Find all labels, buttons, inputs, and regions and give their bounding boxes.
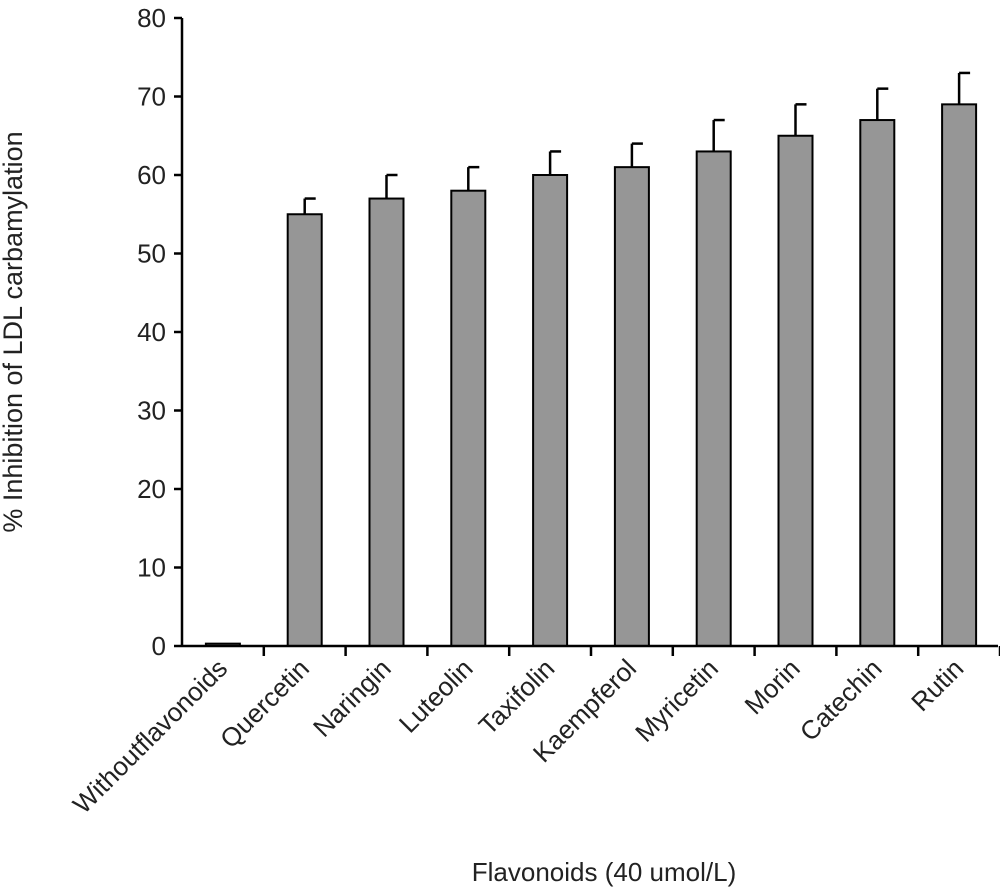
y-ticks-group: 0 10 20 30 40 50 60 70 80 bbox=[137, 3, 182, 661]
x-tick-label-morin: Morin bbox=[739, 653, 806, 720]
bar-myricetin bbox=[695, 150, 732, 647]
x-tick-label-rutin: Rutin bbox=[905, 653, 969, 717]
x-tick-label-naringin: Naringin bbox=[307, 653, 397, 743]
y-tick-label: 60 bbox=[137, 160, 166, 190]
bar-kaempferol bbox=[613, 166, 650, 647]
error-bars-group bbox=[303, 71, 971, 215]
bar-quercetin bbox=[286, 213, 323, 647]
y-tick-label: 20 bbox=[137, 474, 166, 504]
x-axis-label: Flavonoids (40 umol/L) bbox=[472, 857, 736, 887]
x-tick-label-myricetin: Myricetin bbox=[629, 653, 724, 748]
bars-group bbox=[204, 103, 978, 648]
y-tick-label: 0 bbox=[152, 631, 166, 661]
y-axis-label: % Inhibition of LDL carbamylation bbox=[0, 131, 28, 532]
x-ticks-group: WithoutflavonoidsQuercetinNaringinLuteol… bbox=[67, 646, 1000, 819]
x-tick-label-catechin: Catechin bbox=[794, 653, 888, 747]
y-tick-label: 10 bbox=[137, 553, 166, 583]
x-tick-label-withoutflavonoids: Withoutflavonoids bbox=[67, 653, 233, 819]
bar-taxifolin bbox=[532, 174, 569, 647]
bar-morin bbox=[777, 134, 814, 647]
bar-luteolin bbox=[450, 189, 487, 647]
y-tick-label: 70 bbox=[137, 82, 166, 112]
bar-naringin bbox=[368, 197, 405, 648]
x-tick-label-luteolin: Luteolin bbox=[393, 653, 479, 739]
y-tick-label: 30 bbox=[137, 396, 166, 426]
bar-rutin bbox=[941, 103, 978, 648]
bar-catechin bbox=[859, 119, 896, 648]
y-tick-label: 80 bbox=[137, 3, 166, 33]
y-tick-label: 40 bbox=[137, 317, 166, 347]
x-tick-label-quercetin: Quercetin bbox=[214, 653, 315, 754]
y-tick-label: 50 bbox=[137, 239, 166, 269]
